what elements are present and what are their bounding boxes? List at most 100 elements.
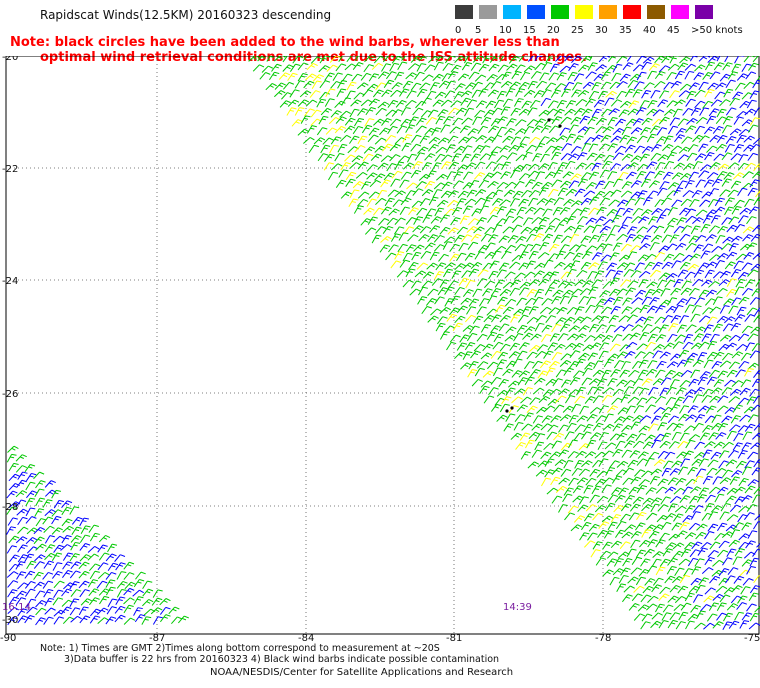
wind-barb bbox=[646, 281, 658, 289]
wind-barb bbox=[696, 494, 707, 503]
wind-barb bbox=[319, 80, 331, 89]
wind-barb bbox=[630, 180, 642, 188]
wind-barb bbox=[479, 205, 489, 215]
wind-barb bbox=[336, 88, 347, 98]
wind-barb bbox=[572, 82, 583, 91]
lon-label: -75 bbox=[744, 633, 760, 644]
wind-barb bbox=[587, 116, 599, 125]
wind-barb bbox=[593, 333, 606, 341]
wind-barb bbox=[474, 251, 485, 260]
wind-barb bbox=[752, 56, 759, 63]
wind-barb bbox=[737, 271, 749, 280]
wind-barb bbox=[621, 424, 633, 433]
wind-barb bbox=[124, 581, 136, 590]
wind-barb bbox=[640, 621, 651, 630]
wind-barb bbox=[439, 214, 451, 223]
wind-barb bbox=[649, 326, 662, 334]
wind-barb bbox=[658, 620, 669, 629]
wind-barb bbox=[749, 179, 760, 188]
wind-barb bbox=[558, 388, 570, 396]
wind-barb bbox=[586, 439, 597, 449]
wind-barb bbox=[354, 144, 366, 153]
wind-barb bbox=[427, 234, 438, 243]
wind-barb bbox=[659, 351, 671, 359]
wind-barb bbox=[308, 144, 320, 154]
wind-barb bbox=[687, 405, 699, 414]
wind-barb bbox=[734, 548, 745, 557]
wind-barb bbox=[480, 116, 492, 125]
wind-barb bbox=[702, 388, 714, 397]
wind-barb bbox=[673, 187, 684, 196]
wind-barb bbox=[460, 90, 473, 98]
wind-barb bbox=[603, 154, 615, 163]
wind-barb bbox=[701, 333, 712, 342]
wind-barb bbox=[374, 137, 387, 145]
wind-barb bbox=[637, 190, 648, 199]
wind-barb bbox=[550, 415, 562, 423]
wind-barb bbox=[601, 71, 611, 81]
wind-barb bbox=[500, 171, 511, 180]
wind-barb bbox=[593, 99, 605, 108]
wind-barb bbox=[705, 289, 717, 298]
wind-barb bbox=[499, 403, 510, 413]
wind-barb bbox=[685, 620, 695, 630]
wind-barb bbox=[428, 196, 439, 206]
wind-barb bbox=[666, 386, 677, 395]
wind-barb bbox=[607, 521, 618, 531]
wind-barb bbox=[567, 505, 579, 514]
wind-barb bbox=[672, 371, 684, 379]
wind-barb bbox=[741, 325, 753, 334]
wind-barb bbox=[669, 117, 680, 126]
wind-barb bbox=[387, 99, 399, 108]
wind-barb bbox=[589, 407, 602, 414]
wind-barb bbox=[666, 361, 679, 369]
wind-barb bbox=[471, 89, 482, 98]
wind-barb bbox=[685, 296, 696, 306]
wind-barb bbox=[26, 606, 38, 614]
wind-barb bbox=[704, 61, 715, 71]
wind-barb bbox=[650, 89, 661, 99]
wind-barb bbox=[682, 163, 695, 171]
wind-barb bbox=[469, 325, 480, 334]
wind-barb bbox=[704, 151, 715, 161]
wind-barb bbox=[595, 415, 607, 423]
wind-barb bbox=[611, 487, 622, 496]
wind-barb bbox=[297, 73, 308, 82]
wind-barb bbox=[708, 188, 719, 197]
wind-barb bbox=[98, 552, 110, 561]
wind-barb bbox=[747, 414, 759, 423]
wind-barb bbox=[549, 63, 560, 73]
wind-barb bbox=[69, 581, 80, 590]
wind-barb bbox=[692, 422, 704, 431]
wind-barb bbox=[286, 107, 297, 116]
lat-label: -20 bbox=[2, 56, 18, 63]
wind-barb bbox=[514, 414, 526, 423]
wind-barb bbox=[563, 81, 575, 91]
wind-barb bbox=[695, 531, 707, 540]
wind-barb bbox=[592, 422, 604, 431]
wind-barb bbox=[678, 558, 691, 566]
wind-barb bbox=[605, 324, 616, 334]
wind-barb bbox=[400, 118, 412, 127]
wind-barb bbox=[639, 100, 650, 109]
wind-barb bbox=[706, 172, 719, 180]
wind-barb bbox=[608, 108, 620, 116]
wind-barb bbox=[152, 616, 163, 625]
wind-barb bbox=[691, 566, 702, 575]
wind-barb bbox=[721, 415, 733, 423]
wind-barb bbox=[24, 553, 35, 563]
wind-barb bbox=[659, 181, 670, 190]
wind-barb bbox=[389, 143, 401, 152]
wind-barb bbox=[638, 279, 649, 288]
wind-barb bbox=[706, 351, 718, 360]
wind-barb bbox=[563, 487, 574, 496]
wind-barb bbox=[739, 414, 751, 422]
wind-barb bbox=[610, 306, 621, 315]
wind-barb bbox=[42, 571, 54, 580]
wind-barb bbox=[419, 135, 430, 144]
wind-barb bbox=[617, 199, 629, 207]
wind-barb bbox=[566, 422, 577, 432]
wind-barb bbox=[60, 606, 72, 615]
wind-barb bbox=[596, 206, 607, 215]
wind-barb bbox=[533, 207, 545, 215]
